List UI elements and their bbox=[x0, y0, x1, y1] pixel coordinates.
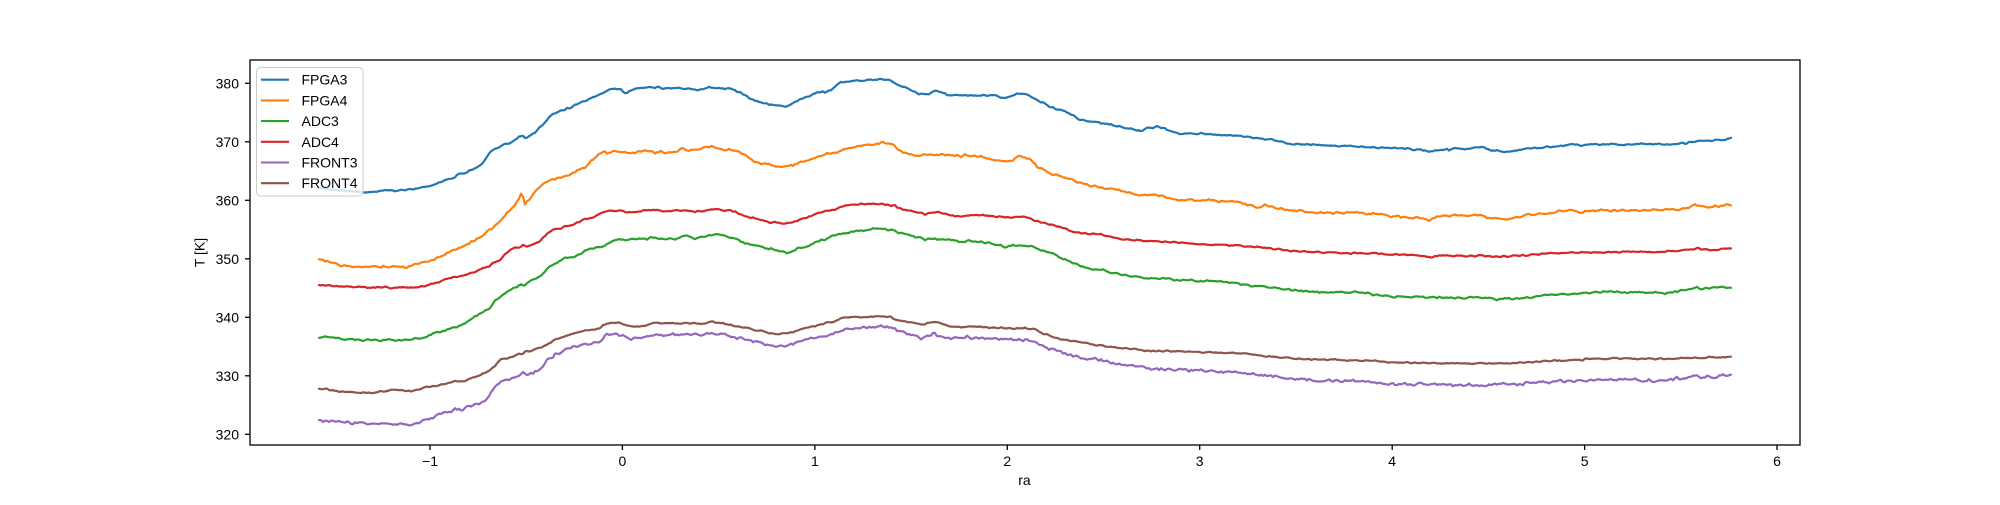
svg-text:3: 3 bbox=[1196, 453, 1204, 469]
svg-text:370: 370 bbox=[216, 134, 240, 150]
svg-text:4: 4 bbox=[1388, 453, 1396, 469]
svg-text:6: 6 bbox=[1773, 453, 1781, 469]
svg-text:360: 360 bbox=[216, 192, 240, 208]
svg-text:5: 5 bbox=[1581, 453, 1589, 469]
svg-text:350: 350 bbox=[216, 251, 240, 267]
svg-text:1: 1 bbox=[811, 453, 819, 469]
svg-text:FPGA4: FPGA4 bbox=[302, 92, 348, 108]
svg-text:380: 380 bbox=[216, 75, 240, 91]
svg-text:T [K]: T [K] bbox=[192, 238, 208, 267]
svg-text:−1: −1 bbox=[422, 453, 438, 469]
svg-text:ra: ra bbox=[1018, 472, 1031, 488]
svg-text:ADC4: ADC4 bbox=[302, 134, 340, 150]
svg-text:FPGA3: FPGA3 bbox=[302, 72, 348, 88]
svg-text:2: 2 bbox=[1003, 453, 1011, 469]
svg-text:320: 320 bbox=[216, 426, 240, 442]
svg-text:340: 340 bbox=[216, 309, 240, 325]
svg-text:ADC3: ADC3 bbox=[302, 113, 340, 129]
svg-text:FRONT3: FRONT3 bbox=[302, 155, 358, 171]
svg-text:0: 0 bbox=[619, 453, 627, 469]
svg-text:FRONT4: FRONT4 bbox=[302, 175, 358, 191]
svg-text:330: 330 bbox=[216, 368, 240, 384]
